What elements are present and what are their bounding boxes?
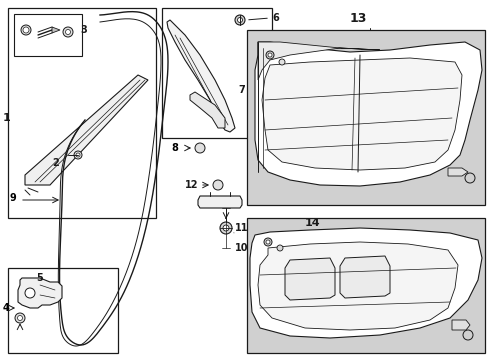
Text: 7: 7 bbox=[238, 85, 244, 95]
Polygon shape bbox=[258, 42, 379, 80]
Circle shape bbox=[237, 18, 242, 23]
Bar bbox=[8, 268, 118, 353]
Polygon shape bbox=[447, 168, 467, 176]
Circle shape bbox=[276, 245, 283, 251]
Text: 3: 3 bbox=[80, 25, 86, 35]
Polygon shape bbox=[262, 58, 461, 170]
Circle shape bbox=[265, 51, 273, 59]
Circle shape bbox=[223, 225, 228, 231]
Bar bbox=[162, 8, 271, 138]
Circle shape bbox=[63, 27, 73, 37]
Text: 6: 6 bbox=[271, 13, 278, 23]
Bar bbox=[8, 8, 156, 218]
Text: 9: 9 bbox=[10, 193, 17, 203]
Polygon shape bbox=[258, 242, 457, 330]
Text: 14: 14 bbox=[305, 218, 320, 228]
Polygon shape bbox=[198, 196, 242, 208]
Circle shape bbox=[195, 143, 204, 153]
Circle shape bbox=[76, 153, 80, 157]
Polygon shape bbox=[249, 228, 481, 338]
Polygon shape bbox=[52, 27, 60, 33]
Polygon shape bbox=[190, 92, 224, 128]
Polygon shape bbox=[285, 258, 334, 300]
Circle shape bbox=[15, 313, 25, 323]
Bar bbox=[14, 14, 82, 56]
Circle shape bbox=[462, 330, 472, 340]
Circle shape bbox=[279, 59, 285, 65]
Text: 4: 4 bbox=[3, 303, 10, 313]
Circle shape bbox=[21, 25, 31, 35]
Circle shape bbox=[464, 173, 474, 183]
Circle shape bbox=[65, 30, 70, 35]
Polygon shape bbox=[18, 278, 62, 308]
Circle shape bbox=[23, 27, 29, 33]
Polygon shape bbox=[254, 42, 481, 186]
Polygon shape bbox=[167, 20, 235, 132]
Polygon shape bbox=[339, 256, 389, 298]
Text: 2: 2 bbox=[52, 158, 59, 168]
Circle shape bbox=[264, 238, 271, 246]
Polygon shape bbox=[451, 320, 469, 330]
Circle shape bbox=[25, 288, 35, 298]
Circle shape bbox=[220, 222, 231, 234]
Text: 8: 8 bbox=[171, 143, 178, 153]
Circle shape bbox=[265, 240, 269, 244]
Text: 1: 1 bbox=[3, 113, 11, 123]
Bar bbox=[246, 218, 484, 353]
Text: 12: 12 bbox=[184, 180, 198, 190]
Circle shape bbox=[18, 315, 22, 320]
Circle shape bbox=[267, 53, 271, 57]
Text: 10: 10 bbox=[235, 243, 248, 253]
Text: 5: 5 bbox=[36, 273, 42, 283]
Polygon shape bbox=[25, 75, 148, 185]
Circle shape bbox=[235, 15, 244, 25]
Text: 13: 13 bbox=[349, 12, 366, 24]
Bar bbox=[246, 30, 484, 205]
Circle shape bbox=[74, 151, 82, 159]
Text: 11: 11 bbox=[235, 223, 248, 233]
Circle shape bbox=[213, 180, 223, 190]
